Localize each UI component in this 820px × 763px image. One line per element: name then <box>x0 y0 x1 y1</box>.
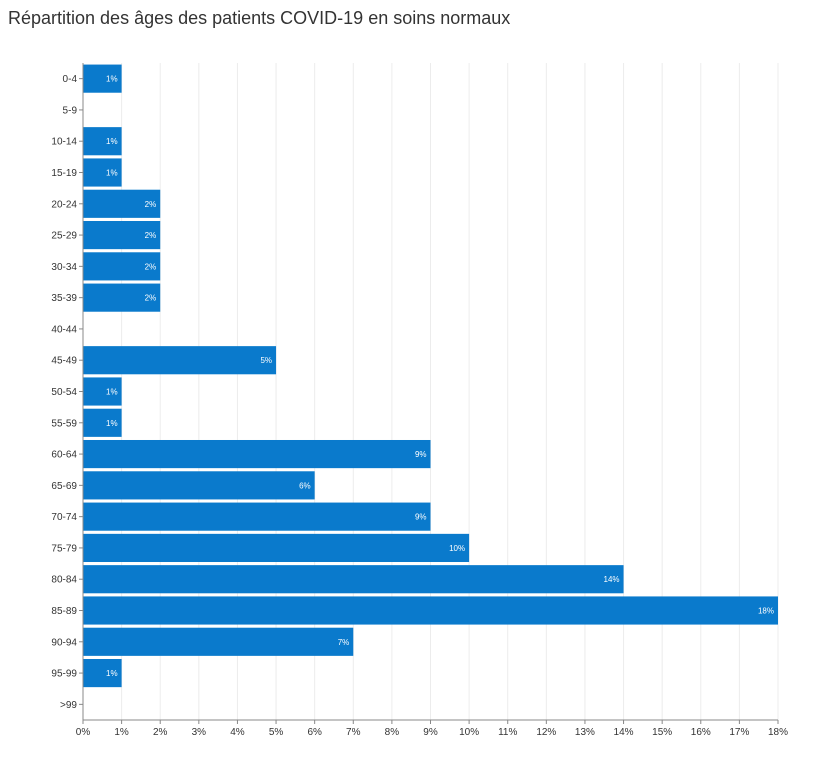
y-tick-label: 10-14 <box>51 137 77 148</box>
bar[interactable] <box>83 502 431 531</box>
y-tick-label: 80-84 <box>51 575 77 586</box>
x-tick-label: 16% <box>691 727 711 738</box>
bar[interactable] <box>83 439 431 469</box>
bar-value-label: 2% <box>145 231 157 240</box>
y-tick-label: 55-59 <box>51 418 77 429</box>
bar[interactable] <box>83 189 161 218</box>
x-axis: 0% 1% 2% 3% 4% 5% 6% 7% 8% 9% 10% 11% 12% 13% 14% 15% 16… <box>76 719 788 738</box>
x-tick-label: 18% <box>768 727 788 738</box>
bar-value-label: 1% <box>106 388 118 397</box>
bar-value-label: 1% <box>106 137 118 146</box>
y-tick-label: 85-89 <box>51 606 77 617</box>
x-tick-label: 6% <box>307 727 322 738</box>
bar[interactable] <box>83 596 778 625</box>
y-tick-label: 65-69 <box>51 481 77 492</box>
bar[interactable] <box>83 220 161 250</box>
y-tick-label: >99 <box>60 700 77 711</box>
x-tick-label: 15% <box>652 727 672 738</box>
y-tick-label: 45-49 <box>51 356 77 367</box>
x-tick-label: 0% <box>76 727 91 738</box>
bar-value-label: 9% <box>415 450 427 459</box>
x-tick-label: 4% <box>230 727 245 738</box>
y-tick-label: 35-39 <box>51 293 77 304</box>
bar[interactable] <box>83 408 122 437</box>
bar[interactable] <box>83 283 161 312</box>
y-tick-label: 20-24 <box>51 199 77 210</box>
bar-labels: 1% 1% 1% 2% 2% 2% 2% 5% 1% 1% 9% 6% 9% 10% 14% 18% 7% 1% <box>106 75 774 678</box>
y-tick-label: 75-79 <box>51 543 77 554</box>
bar-value-label: 10% <box>449 544 465 553</box>
x-tick-label: 1% <box>114 727 129 738</box>
bar-value-label: 1% <box>106 75 118 84</box>
x-tick-label: 3% <box>192 727 207 738</box>
x-tick-label: 5% <box>269 727 284 738</box>
chart-title: Répartition des âges des patients COVID-… <box>8 8 511 28</box>
bar[interactable] <box>83 658 122 688</box>
x-tick-label: 8% <box>385 727 400 738</box>
bar-value-label: 2% <box>145 294 157 303</box>
x-tick-label: 7% <box>346 727 361 738</box>
y-tick-label: 60-64 <box>51 450 77 461</box>
y-tick-label: 0-4 <box>63 74 78 85</box>
bar[interactable] <box>83 471 315 500</box>
bar[interactable] <box>83 127 122 156</box>
bar-value-label: 1% <box>106 419 118 428</box>
x-tick-label: 13% <box>575 727 595 738</box>
bar-value-label: 7% <box>338 638 350 647</box>
y-tick-label: 90-94 <box>51 637 77 648</box>
bar[interactable] <box>83 346 277 375</box>
bar-value-label: 2% <box>145 200 157 209</box>
y-tick-label: 15-19 <box>51 168 77 179</box>
bar[interactable] <box>83 252 161 281</box>
y-tick-label: 70-74 <box>51 512 77 523</box>
y-tick-label: 40-44 <box>51 324 77 335</box>
y-tick-label: 30-34 <box>51 262 77 273</box>
y-tick-label: 5-9 <box>63 105 78 116</box>
x-tick-label: 14% <box>614 727 634 738</box>
x-tick-label: 10% <box>459 727 479 738</box>
bar[interactable] <box>83 64 122 93</box>
bar-value-label: 1% <box>106 669 118 678</box>
x-tick-label: 17% <box>729 727 749 738</box>
bar-value-label: 1% <box>106 169 118 178</box>
bar-value-label: 9% <box>415 513 427 522</box>
bar-value-label: 2% <box>145 262 157 271</box>
bar-value-label: 6% <box>299 481 311 490</box>
bar-value-label: 14% <box>604 575 620 584</box>
bar[interactable] <box>83 627 354 656</box>
y-axis: 0-4 5-9 10-14 15-19 20-24 25-29 30-34 35-39 40-4… <box>51 63 84 720</box>
x-tick-label: 11% <box>498 727 517 738</box>
bar-value-label: 5% <box>260 356 272 365</box>
y-tick-label: 50-54 <box>51 387 77 398</box>
bars <box>83 64 778 688</box>
bar[interactable] <box>83 377 122 406</box>
y-tick-label: 95-99 <box>51 669 77 680</box>
x-tick-label: 2% <box>153 727 168 738</box>
bar[interactable] <box>83 565 624 594</box>
bar-value-label: 18% <box>758 607 774 616</box>
x-tick-label: 9% <box>423 727 438 738</box>
bar[interactable] <box>83 158 122 187</box>
bar[interactable] <box>83 533 470 563</box>
x-tick-label: 12% <box>536 727 556 738</box>
y-tick-label: 25-29 <box>51 231 77 242</box>
